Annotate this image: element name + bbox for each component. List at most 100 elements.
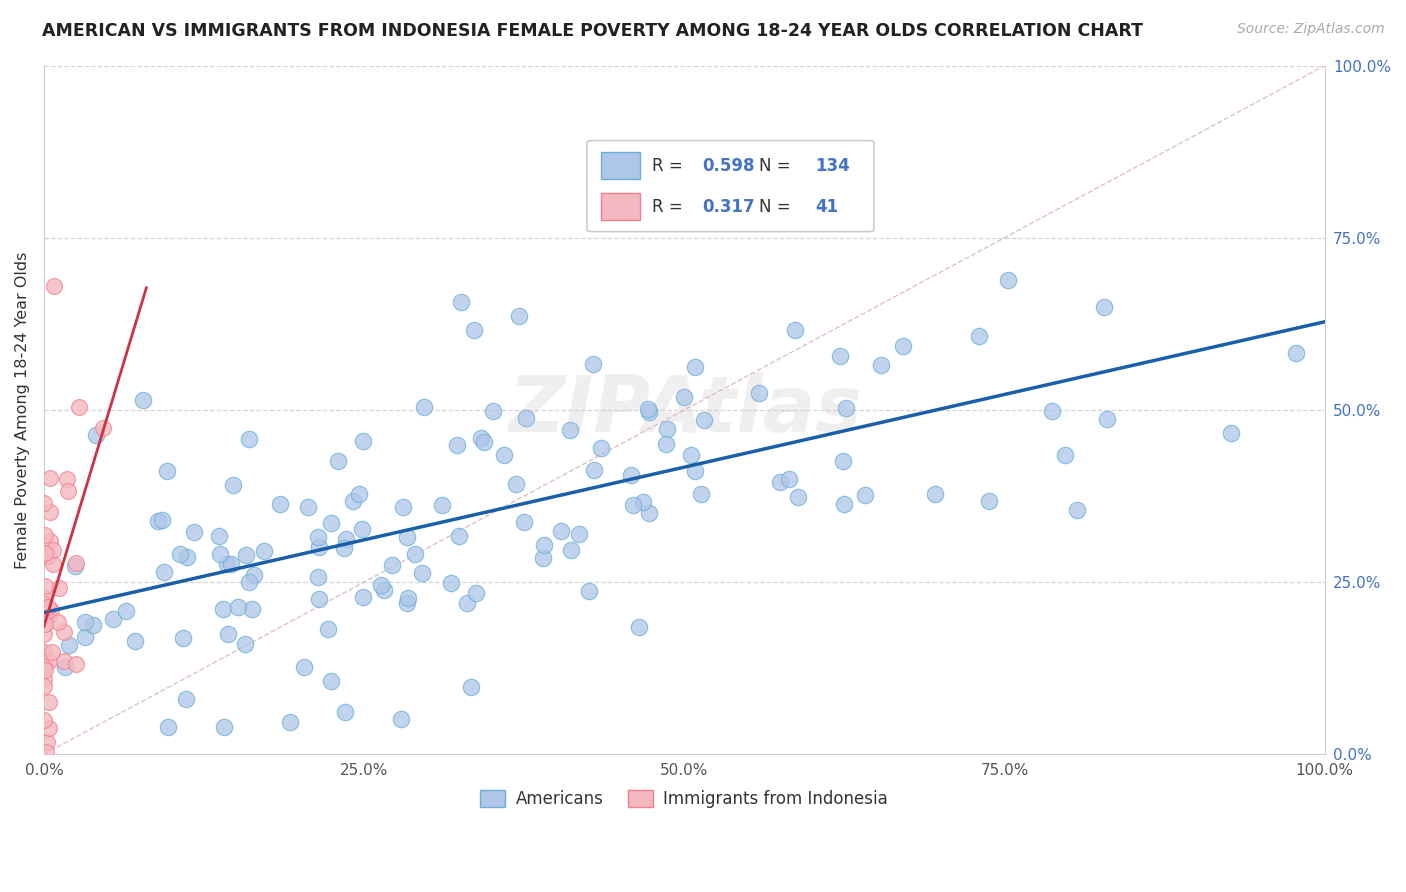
- Point: [967, 328, 990, 343]
- Point: [326, 454, 349, 468]
- Point: [679, 449, 702, 463]
- Point: [689, 486, 711, 500]
- Point: [631, 495, 654, 509]
- Point: [673, 182, 696, 196]
- Text: AMERICAN VS IMMIGRANTS FROM INDONESIA FEMALE POVERTY AMONG 18-24 YEAR OLDS CORRE: AMERICAN VS IMMIGRANTS FROM INDONESIA FE…: [42, 22, 1143, 40]
- Point: [34, 528, 56, 542]
- FancyBboxPatch shape: [588, 141, 875, 232]
- Point: [1054, 449, 1077, 463]
- Point: [238, 575, 260, 590]
- Point: [413, 400, 436, 414]
- Point: [685, 464, 707, 478]
- Point: [1066, 503, 1088, 517]
- Point: [472, 434, 495, 449]
- Point: [637, 401, 659, 416]
- Point: [169, 547, 191, 561]
- Point: [460, 680, 482, 694]
- Point: [481, 403, 503, 417]
- Point: [505, 477, 527, 491]
- Point: [65, 556, 87, 570]
- Point: [32, 591, 55, 606]
- Point: [56, 483, 79, 498]
- Text: 0.598: 0.598: [703, 157, 755, 175]
- Point: [56, 472, 79, 486]
- Point: [214, 720, 236, 734]
- Point: [352, 590, 374, 604]
- Point: [37, 734, 59, 748]
- Point: [174, 691, 197, 706]
- Point: [318, 622, 340, 636]
- Text: R =: R =: [652, 198, 688, 216]
- Point: [183, 524, 205, 539]
- Text: Source: ZipAtlas.com: Source: ZipAtlas.com: [1237, 22, 1385, 37]
- Point: [308, 540, 330, 554]
- Point: [243, 567, 266, 582]
- Point: [58, 638, 80, 652]
- Point: [48, 581, 70, 595]
- Point: [55, 660, 77, 674]
- Point: [52, 624, 75, 639]
- Text: ZIPAtlas: ZIPAtlas: [508, 372, 860, 448]
- Point: [342, 494, 364, 508]
- Point: [146, 515, 169, 529]
- Text: N =: N =: [759, 198, 796, 216]
- Point: [449, 529, 471, 543]
- Point: [787, 490, 810, 504]
- Point: [38, 533, 60, 548]
- Point: [124, 633, 146, 648]
- Bar: [602, 194, 641, 220]
- Point: [217, 627, 239, 641]
- Point: [38, 721, 60, 735]
- Point: [34, 663, 56, 677]
- Point: [508, 310, 530, 324]
- Point: [307, 569, 329, 583]
- Point: [655, 436, 678, 450]
- Point: [91, 420, 114, 434]
- Point: [115, 604, 138, 618]
- Point: [132, 392, 155, 407]
- Point: [39, 505, 62, 519]
- Point: [513, 515, 536, 529]
- Point: [672, 390, 695, 404]
- Point: [1040, 404, 1063, 418]
- Point: [769, 475, 792, 489]
- Point: [515, 410, 537, 425]
- Point: [73, 615, 96, 630]
- Text: 0.317: 0.317: [703, 198, 755, 216]
- Text: 134: 134: [815, 157, 849, 175]
- Point: [389, 712, 412, 726]
- Point: [657, 422, 679, 436]
- Point: [1285, 346, 1308, 360]
- Point: [103, 612, 125, 626]
- Point: [34, 645, 56, 659]
- Point: [269, 497, 291, 511]
- Point: [41, 645, 63, 659]
- Point: [853, 488, 876, 502]
- Point: [75, 630, 97, 644]
- Point: [583, 463, 606, 477]
- Point: [470, 431, 492, 445]
- Point: [446, 438, 468, 452]
- Y-axis label: Female Poverty Among 18-24 Year Olds: Female Poverty Among 18-24 Year Olds: [15, 252, 30, 568]
- Point: [347, 487, 370, 501]
- Point: [396, 591, 419, 605]
- Point: [32, 672, 55, 686]
- Point: [32, 713, 55, 727]
- Point: [621, 498, 644, 512]
- Point: [531, 551, 554, 566]
- Point: [352, 434, 374, 448]
- Point: [333, 541, 356, 555]
- Point: [41, 543, 63, 558]
- Point: [82, 618, 104, 632]
- Point: [65, 657, 87, 671]
- Point: [278, 714, 301, 729]
- Point: [870, 358, 893, 372]
- Point: [34, 679, 56, 693]
- Point: [34, 598, 56, 612]
- Legend: Americans, Immigrants from Indonesia: Americans, Immigrants from Indonesia: [474, 783, 894, 814]
- Text: R =: R =: [652, 157, 688, 175]
- Point: [222, 477, 245, 491]
- Point: [979, 494, 1001, 508]
- Point: [778, 472, 800, 486]
- Point: [44, 279, 66, 293]
